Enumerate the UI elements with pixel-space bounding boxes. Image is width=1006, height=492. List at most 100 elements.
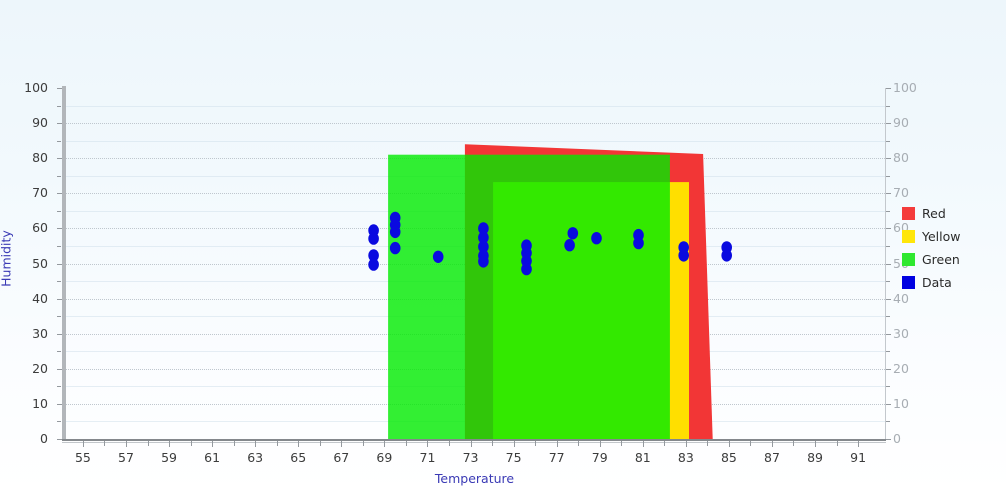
axis-tick (535, 441, 537, 446)
legend-swatch-icon (902, 230, 915, 243)
axis-tick (405, 441, 407, 446)
axis-tick (556, 441, 558, 447)
axis-tick (147, 441, 149, 446)
y-tick-label-left: 10 (32, 395, 48, 411)
axis-tick (664, 441, 666, 446)
legend-label: Data (922, 275, 952, 290)
y-tick-label-left: 60 (32, 220, 48, 236)
axis-tick (707, 441, 709, 446)
axis-tick (57, 333, 62, 335)
axis-tick (57, 351, 61, 353)
data-point (591, 232, 602, 245)
x-tick-label: 73 (462, 450, 479, 465)
legend-item-data[interactable]: Data (902, 271, 960, 294)
y-tick-label-left: 20 (32, 360, 48, 376)
axis-tick (886, 105, 890, 107)
axis-tick (886, 281, 890, 283)
x-tick-label: 83 (677, 450, 694, 465)
y-tick-label-right: 0 (893, 431, 901, 446)
gridline (66, 123, 885, 125)
axis-tick (57, 403, 62, 405)
x-tick-label: 91 (850, 450, 867, 465)
axis-tick (276, 441, 278, 446)
axis-tick (427, 441, 429, 447)
axis-tick (886, 368, 891, 370)
data-point (368, 258, 379, 271)
y-tick-label-right: 90 (893, 115, 909, 131)
data-point (678, 249, 689, 262)
axis-tick (82, 441, 84, 447)
axis-tick (886, 439, 891, 440)
axis-tick (470, 441, 472, 447)
y-axis-right-line (885, 88, 886, 440)
x-tick-label: 55 (74, 450, 91, 465)
axis-tick (886, 140, 890, 142)
axis-tick (57, 210, 61, 212)
x-tick-label: 63 (247, 450, 264, 465)
legend: Red Yellow Green Data (902, 202, 960, 294)
data-point (721, 249, 732, 262)
x-tick-label: 77 (548, 450, 565, 465)
axis-tick (57, 316, 61, 318)
axis-tick (492, 441, 494, 446)
axis-tick (57, 158, 62, 160)
x-tick-label: 79 (591, 450, 608, 465)
legend-swatch-icon (902, 276, 915, 289)
axis-tick (212, 441, 214, 447)
gridline (66, 105, 885, 107)
axis-tick (341, 441, 343, 447)
axis-tick (57, 439, 62, 440)
data-point (389, 225, 401, 239)
data-point (432, 250, 444, 263)
axis-tick (57, 105, 61, 107)
y-tick-label-left: 100 (24, 80, 48, 95)
axis-tick (57, 421, 61, 423)
axis-tick (57, 368, 62, 370)
x-tick-label: 85 (720, 450, 737, 465)
axis-tick (836, 441, 838, 446)
axis-tick (886, 210, 890, 212)
y-tick-label-left: 0 (40, 431, 48, 446)
legend-swatch-icon (902, 253, 915, 266)
axis-tick (886, 333, 891, 335)
zone-green (388, 154, 670, 439)
axis-tick (233, 441, 235, 446)
legend-item-red[interactable]: Red (902, 202, 960, 225)
zones-and-points-layer (368, 144, 732, 439)
x-tick-label: 75 (505, 450, 522, 465)
y-tick-label-left: 30 (32, 325, 48, 341)
axis-tick (57, 123, 62, 125)
x-axis-line (62, 439, 886, 441)
legend-item-yellow[interactable]: Yellow (902, 225, 960, 248)
y-tick-label-right: 20 (893, 360, 909, 376)
legend-swatch-icon (902, 207, 915, 220)
data-point (564, 239, 575, 252)
axis-tick (728, 441, 730, 447)
axis-tick (298, 441, 300, 447)
y-tick-label-left: 40 (32, 290, 48, 306)
x-tick-label: 89 (807, 450, 823, 465)
axis-tick (750, 441, 752, 446)
y-tick-label-left: 70 (32, 185, 48, 201)
data-point (478, 222, 489, 235)
x-tick-label: 81 (634, 450, 651, 465)
axis-tick (793, 441, 795, 446)
axis-tick (384, 441, 386, 447)
axis-tick (886, 158, 891, 160)
axis-tick (858, 441, 860, 447)
x-tick-label: 57 (118, 450, 134, 465)
axis-tick (57, 245, 61, 247)
axis-tick (886, 245, 890, 247)
axis-tick (362, 441, 364, 446)
y-tick-label-left: 90 (32, 115, 48, 131)
axis-tick (57, 140, 61, 142)
axis-tick (57, 88, 62, 89)
data-point (567, 227, 579, 240)
axis-tick (319, 441, 321, 446)
axis-tick (104, 441, 106, 446)
x-tick-label: 71 (419, 450, 436, 465)
axis-tick (886, 88, 891, 89)
y-tick-label-right: 80 (893, 150, 909, 166)
legend-item-green[interactable]: Green (902, 248, 960, 271)
